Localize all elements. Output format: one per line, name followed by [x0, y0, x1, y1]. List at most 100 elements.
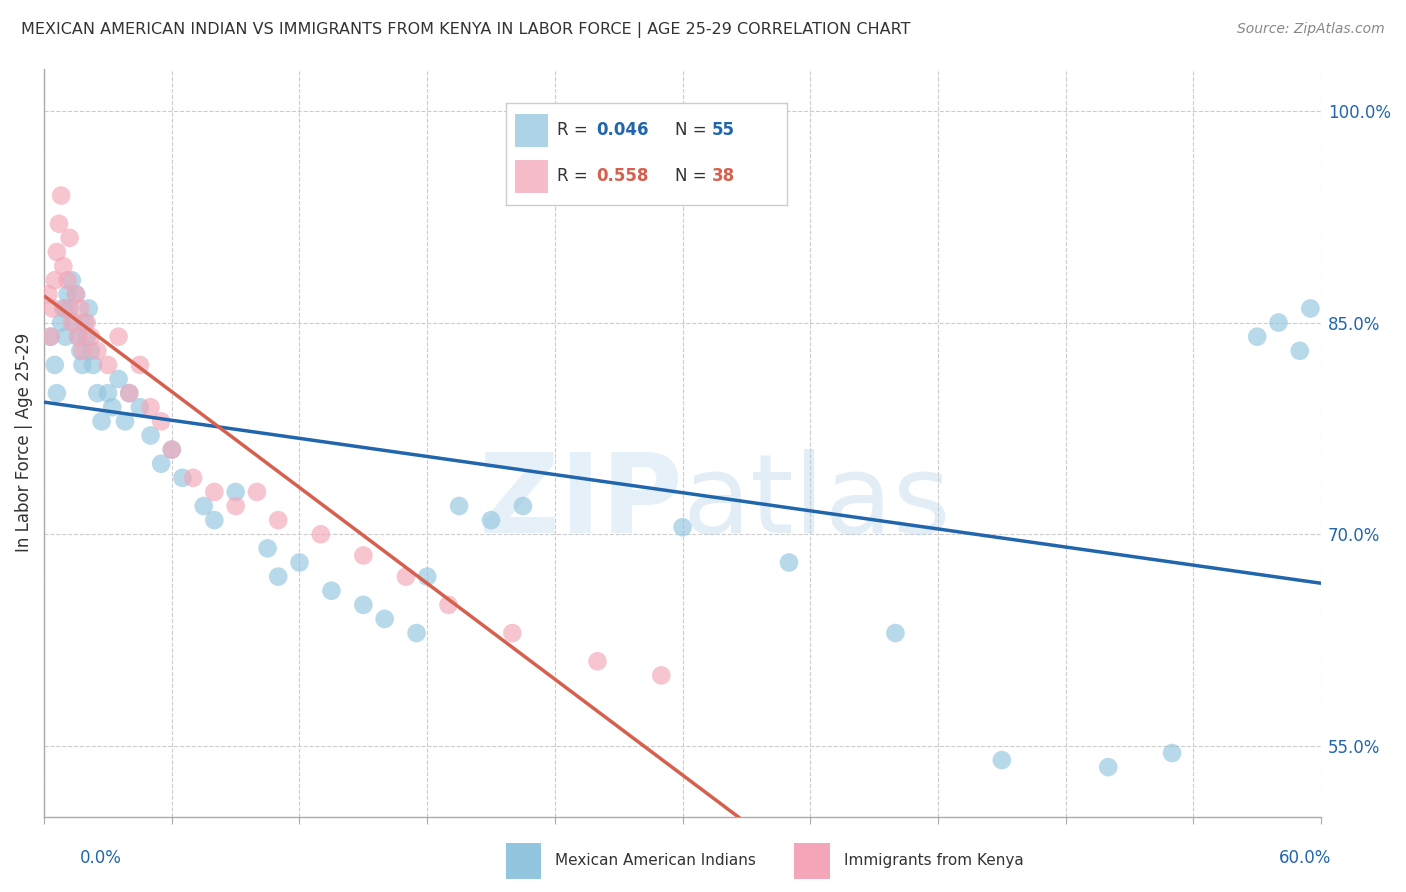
Point — [416, 569, 439, 583]
Text: 0.558: 0.558 — [596, 168, 648, 186]
Point — [107, 372, 129, 386]
Point — [80, 343, 103, 358]
Point — [884, 626, 907, 640]
Point — [405, 626, 427, 640]
Point — [56, 273, 79, 287]
Point — [52, 301, 75, 316]
Point — [352, 549, 374, 563]
Point — [39, 329, 62, 343]
Point — [479, 513, 502, 527]
Point — [48, 217, 70, 231]
Point — [202, 513, 225, 527]
Point — [69, 301, 91, 316]
Point — [181, 471, 204, 485]
Text: N =: N = — [675, 121, 711, 139]
Point — [1288, 343, 1310, 358]
Point — [97, 386, 120, 401]
Point — [59, 231, 82, 245]
Point — [67, 329, 90, 343]
Point — [60, 316, 83, 330]
Point — [76, 316, 98, 330]
Point — [72, 358, 94, 372]
Point — [139, 428, 162, 442]
Text: Mexican American Indians: Mexican American Indians — [555, 854, 756, 868]
Text: ZIP: ZIP — [479, 449, 682, 556]
Point — [69, 343, 91, 358]
Point — [246, 484, 269, 499]
Point — [671, 520, 693, 534]
Point — [41, 301, 63, 316]
Point — [150, 414, 173, 428]
Point — [118, 386, 141, 401]
Point — [128, 401, 150, 415]
Point — [49, 188, 72, 202]
Text: Source: ZipAtlas.com: Source: ZipAtlas.com — [1237, 22, 1385, 37]
Point — [59, 301, 82, 316]
Text: 0.046: 0.046 — [596, 121, 648, 139]
Point — [1299, 301, 1322, 316]
Point — [150, 457, 173, 471]
Point — [501, 626, 523, 640]
Text: atlas: atlas — [682, 449, 950, 556]
Point — [1097, 760, 1119, 774]
Point — [225, 484, 247, 499]
Point — [586, 654, 609, 668]
Point — [45, 386, 67, 401]
Point — [374, 612, 396, 626]
Point — [52, 259, 75, 273]
Point — [288, 556, 311, 570]
Point — [1161, 746, 1184, 760]
Point — [118, 386, 141, 401]
Text: N =: N = — [675, 168, 711, 186]
Point — [56, 287, 79, 301]
Point — [67, 329, 90, 343]
Text: 38: 38 — [711, 168, 734, 186]
Text: 55: 55 — [711, 121, 734, 139]
FancyBboxPatch shape — [515, 160, 548, 193]
Point — [1246, 329, 1268, 343]
Point — [437, 598, 460, 612]
Y-axis label: In Labor Force | Age 25-29: In Labor Force | Age 25-29 — [15, 333, 32, 552]
Point — [1267, 316, 1289, 330]
Point — [86, 386, 108, 401]
Point — [44, 358, 66, 372]
Text: 0.0%: 0.0% — [80, 849, 122, 867]
Point — [37, 287, 59, 301]
Point — [128, 358, 150, 372]
Point — [267, 569, 290, 583]
Point — [449, 499, 471, 513]
Point — [202, 484, 225, 499]
Point — [72, 343, 94, 358]
Point — [80, 329, 103, 343]
Point — [107, 329, 129, 343]
Point — [321, 583, 343, 598]
Point — [991, 753, 1014, 767]
Point — [73, 316, 96, 330]
Point — [650, 668, 672, 682]
Point — [65, 287, 87, 301]
Point — [114, 414, 136, 428]
Point — [225, 499, 247, 513]
Point — [778, 556, 800, 570]
Point — [63, 316, 86, 330]
Text: R =: R = — [557, 121, 593, 139]
Point — [65, 287, 87, 301]
Point — [172, 471, 194, 485]
Point — [267, 513, 290, 527]
Point — [309, 527, 332, 541]
Point — [352, 598, 374, 612]
Point — [39, 329, 62, 343]
Point — [101, 401, 124, 415]
Point — [76, 329, 98, 343]
Point — [60, 273, 83, 287]
FancyBboxPatch shape — [515, 114, 548, 146]
Point — [82, 358, 104, 372]
Point — [512, 499, 534, 513]
Point — [55, 301, 77, 316]
Point — [86, 343, 108, 358]
Text: MEXICAN AMERICAN INDIAN VS IMMIGRANTS FROM KENYA IN LABOR FORCE | AGE 25-29 CORR: MEXICAN AMERICAN INDIAN VS IMMIGRANTS FR… — [21, 22, 911, 38]
Point — [55, 329, 77, 343]
Point — [395, 569, 418, 583]
Text: Immigrants from Kenya: Immigrants from Kenya — [844, 854, 1024, 868]
Point — [90, 414, 112, 428]
